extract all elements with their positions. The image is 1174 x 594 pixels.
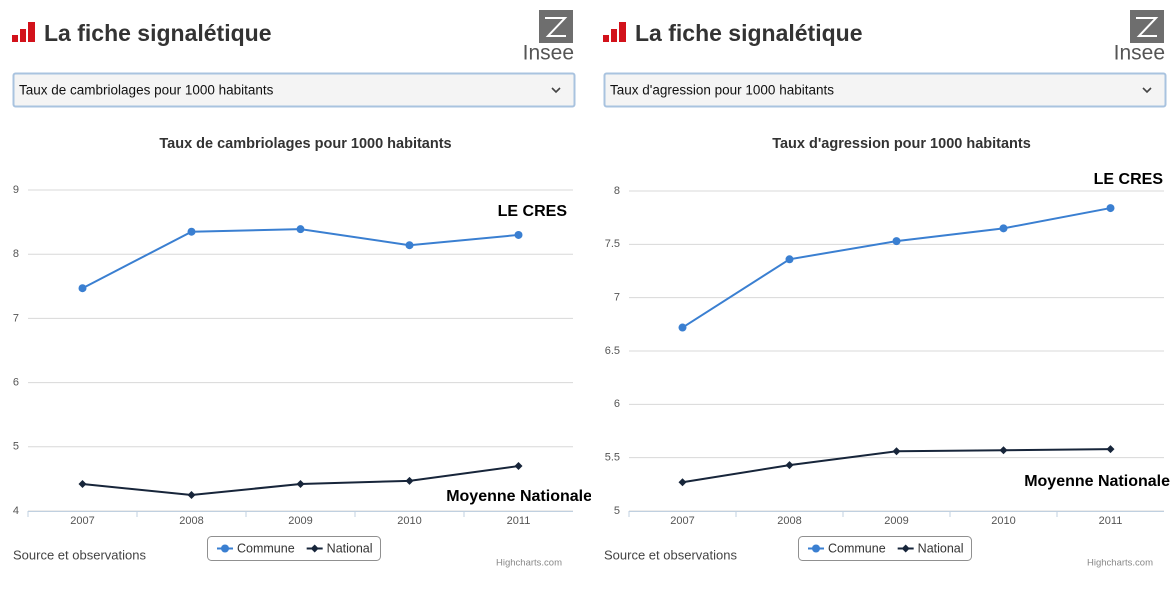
y-tick-label: 9 bbox=[13, 184, 19, 196]
marker bbox=[999, 446, 1008, 455]
logo-bar bbox=[28, 22, 35, 42]
marker bbox=[78, 480, 87, 489]
credits: Highcharts.com bbox=[1087, 558, 1153, 569]
marker bbox=[892, 237, 901, 246]
select-box bbox=[603, 72, 1167, 108]
marker bbox=[405, 241, 414, 250]
logo-bar bbox=[603, 35, 609, 42]
select-text: Taux d'agression pour 1000 habitants bbox=[610, 83, 834, 98]
y-tick-label: 8 bbox=[614, 185, 620, 197]
x-tick-label: 2011 bbox=[1099, 515, 1123, 527]
marker bbox=[1106, 445, 1115, 454]
marker bbox=[1106, 204, 1115, 213]
legend-marker bbox=[812, 544, 820, 553]
legend-label: National bbox=[918, 541, 964, 555]
header-title: La fiche signalétique bbox=[44, 20, 272, 46]
annotation: LE CRES bbox=[1094, 171, 1164, 188]
marker bbox=[405, 476, 414, 485]
y-tick-label: 6 bbox=[13, 377, 19, 389]
annotation: Moyenne Nationale bbox=[1024, 473, 1170, 490]
panel: La fiche signalétique Insee Taux de cambri… bbox=[12, 10, 591, 569]
y-tick-label: 6 bbox=[614, 398, 620, 410]
insee-text: Insee bbox=[523, 42, 574, 65]
y-tick-label: 7.5 bbox=[605, 238, 620, 250]
select-text: Taux de cambriolages pour 1000 habitants bbox=[19, 83, 274, 98]
header-title: La fiche signalétique bbox=[635, 20, 863, 46]
x-tick-label: 2007 bbox=[670, 515, 694, 527]
y-tick-label: 7 bbox=[13, 312, 19, 324]
x-tick-label: 2011 bbox=[507, 515, 531, 527]
y-tick-label: 5 bbox=[614, 505, 620, 517]
marker bbox=[78, 284, 87, 293]
marker bbox=[678, 323, 687, 332]
marker bbox=[187, 227, 196, 236]
insee-text: Insee bbox=[1114, 42, 1165, 65]
legend-label: Commune bbox=[828, 541, 886, 555]
select-box bbox=[12, 72, 576, 108]
series-line bbox=[82, 228, 519, 290]
insee-logo-mark bbox=[545, 17, 568, 37]
logo-bar bbox=[619, 22, 626, 42]
x-tick-label: 2008 bbox=[777, 515, 801, 527]
marker bbox=[514, 230, 523, 239]
marker bbox=[296, 480, 305, 489]
chart-title: Taux de cambriolages pour 1000 habitants bbox=[159, 136, 451, 152]
marker bbox=[514, 462, 523, 471]
x-tick-label: 2007 bbox=[70, 515, 94, 527]
x-tick-label: 2010 bbox=[397, 515, 421, 527]
logo-bar bbox=[20, 29, 26, 42]
marker bbox=[999, 224, 1008, 233]
legend-marker bbox=[901, 544, 910, 553]
insee-logo-mark bbox=[1136, 17, 1159, 37]
series-line bbox=[681, 207, 1111, 329]
panel: La fiche signalétique Insee Taux d'agressi… bbox=[603, 10, 1170, 569]
marker bbox=[296, 225, 305, 234]
credits: Highcharts.com bbox=[496, 558, 562, 569]
marker bbox=[187, 490, 196, 499]
legend-label: Commune bbox=[237, 541, 295, 555]
x-tick-label: 2009 bbox=[288, 515, 312, 527]
x-tick-label: 2010 bbox=[991, 515, 1015, 527]
select-arrow bbox=[1142, 87, 1152, 94]
logo-bar bbox=[12, 35, 18, 42]
legend-marker bbox=[310, 544, 319, 553]
y-tick-label: 4 bbox=[13, 505, 19, 517]
legend-box bbox=[798, 536, 972, 561]
y-tick-label: 8 bbox=[13, 248, 19, 260]
y-tick-label: 5.5 bbox=[605, 452, 620, 464]
y-tick-label: 7 bbox=[614, 292, 620, 304]
annotation: LE CRES bbox=[498, 203, 568, 220]
y-tick-label: 5 bbox=[13, 441, 19, 453]
legend-marker bbox=[221, 544, 229, 553]
marker bbox=[785, 255, 794, 264]
source-link: Source et observations bbox=[13, 547, 146, 562]
x-tick-label: 2009 bbox=[884, 515, 908, 527]
logo-bar bbox=[611, 29, 617, 42]
y-tick-label: 6.5 bbox=[605, 345, 620, 357]
x-tick-label: 2008 bbox=[179, 515, 203, 527]
marker bbox=[678, 478, 687, 487]
chart-title: Taux d'agression pour 1000 habitants bbox=[772, 136, 1031, 152]
annotation: Moyenne Nationale bbox=[446, 488, 591, 505]
marker bbox=[785, 461, 794, 470]
legend-box bbox=[207, 536, 381, 561]
marker bbox=[892, 447, 901, 456]
select-arrow bbox=[551, 87, 561, 94]
source-link: Source et observations bbox=[604, 547, 737, 562]
legend-label: National bbox=[327, 541, 373, 555]
